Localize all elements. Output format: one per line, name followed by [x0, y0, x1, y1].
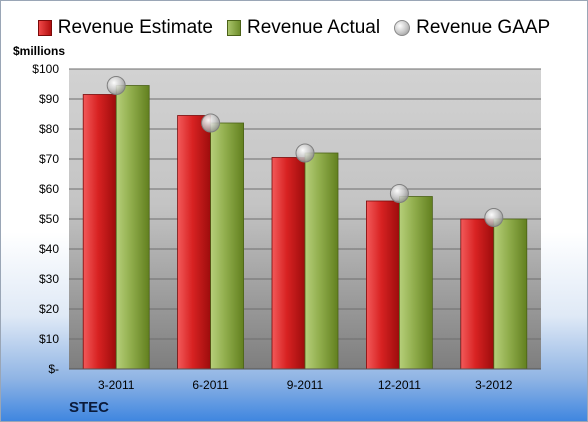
marker-revenue-gaap — [484, 208, 504, 227]
legend-label-gaap: Revenue GAAP — [416, 17, 551, 38]
legend-item-gaap: Revenue GAAP — [394, 17, 550, 39]
marker-revenue-gaap — [201, 113, 221, 133]
y-tick-label: $80 — [39, 122, 59, 136]
bar-revenue-actual — [304, 152, 339, 370]
y-axis-ticks: $- $10 $20 $30 $40 $50 $60 $70 $80 $90 $100 — [32, 62, 59, 376]
y-tick-label: $20 — [39, 302, 59, 316]
y-tick-label: $- — [48, 362, 59, 376]
x-tick-label: 9-2011 — [287, 378, 324, 392]
company-ticker: STEC — [69, 399, 110, 416]
x-tick-label: 3-2012 — [475, 378, 513, 392]
bar-revenue-estimate — [271, 157, 306, 370]
y-tick-label: $70 — [39, 152, 59, 166]
y-axis-unit-label: $millions — [13, 44, 66, 58]
bar-revenue-estimate — [82, 94, 117, 370]
bar-revenue-actual — [210, 122, 245, 370]
legend-label-estimate: Revenue Estimate — [57, 17, 213, 38]
bar-revenue-actual — [115, 85, 150, 370]
marker-revenue-gaap — [295, 143, 315, 163]
x-tick-label: 6-2011 — [192, 378, 229, 392]
y-tick-label: $30 — [39, 272, 59, 286]
y-tick-label: $40 — [39, 242, 59, 256]
y-tick-label: $90 — [39, 92, 59, 106]
bar-revenue-estimate — [460, 218, 495, 370]
legend-swatch-actual — [227, 20, 241, 36]
y-tick-label: $50 — [39, 212, 59, 226]
x-tick-label: 12-2011 — [378, 378, 421, 392]
bar-revenue-actual — [493, 218, 528, 370]
legend: Revenue Estimate Revenue Actual Revenue … — [1, 13, 587, 43]
legend-swatch-gaap — [394, 20, 411, 36]
marker-revenue-gaap — [106, 76, 126, 95]
y-tick-label: $10 — [39, 332, 59, 346]
legend-swatch-estimate — [37, 20, 52, 36]
bars — [82, 85, 528, 370]
legend-item-estimate: Revenue Estimate — [37, 17, 213, 39]
y-tick-label: $100 — [32, 62, 59, 76]
bar-revenue-estimate — [365, 200, 400, 370]
bar-chart: $- $10 $20 $30 $40 $50 $60 $70 $80 $90 $100 3-2011… — [32, 62, 541, 392]
gaap-markers — [106, 76, 504, 227]
x-axis-ticks: 3-2011 6-2011 9-2011 12-2011 3-2012 — [69, 368, 541, 392]
legend-label-actual: Revenue Actual — [247, 17, 381, 38]
bar-revenue-actual — [398, 196, 433, 370]
bar-revenue-estimate — [177, 115, 212, 370]
y-tick-label: $60 — [39, 182, 59, 196]
legend-item-actual: Revenue Actual — [227, 17, 380, 39]
marker-revenue-gaap — [389, 184, 409, 203]
x-tick-label: 3-2011 — [98, 378, 135, 392]
